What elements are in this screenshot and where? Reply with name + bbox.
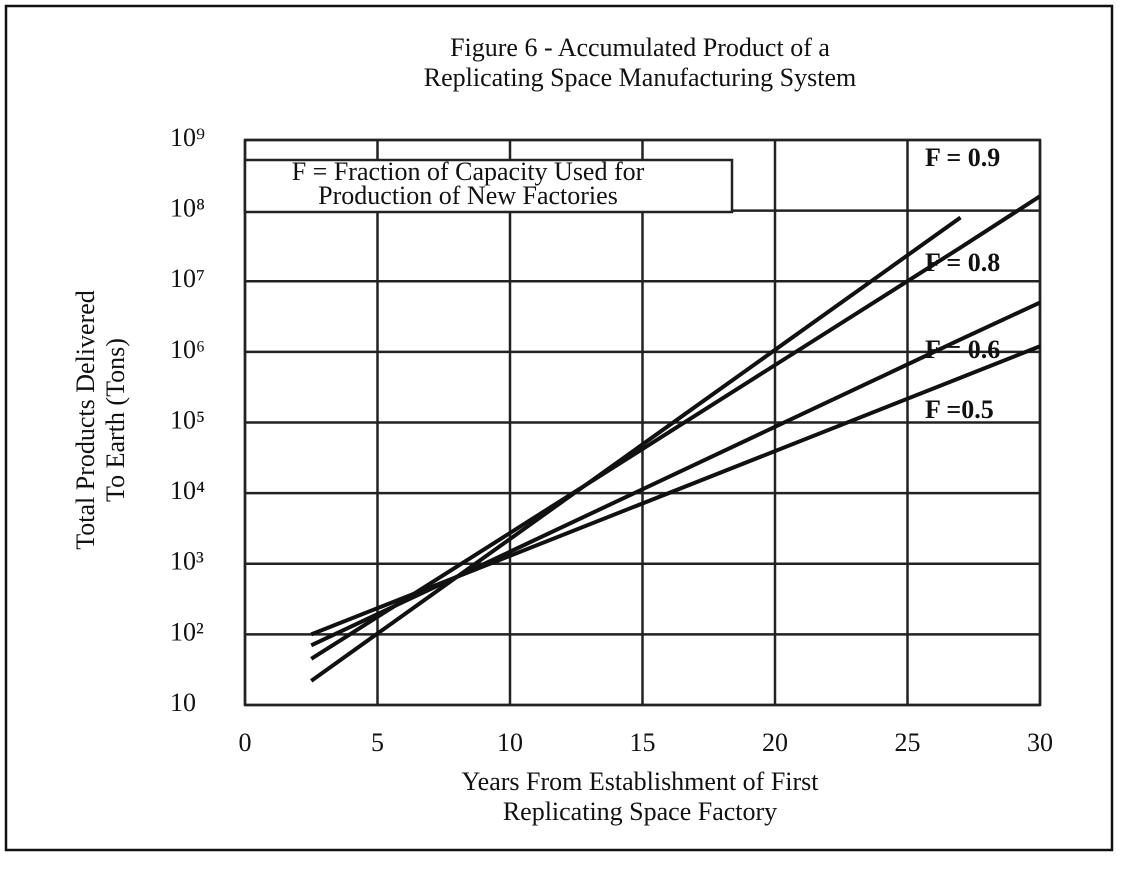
series-label: F =0.5 bbox=[925, 395, 994, 424]
frame bbox=[4, 4, 1114, 852]
series-label: F = 0.9 bbox=[925, 143, 1000, 172]
x-tick-label: 0 bbox=[239, 728, 252, 757]
series-line bbox=[310, 215, 962, 683]
legend-note: Production of New Factories bbox=[318, 181, 618, 210]
chart-title: Replicating Space Manufacturing System bbox=[424, 63, 857, 92]
y-tick-label: 10³ bbox=[170, 547, 204, 576]
x-tick-label: 10 bbox=[497, 728, 523, 757]
legend-box bbox=[243, 158, 734, 214]
y-tick-label: 10⁹ bbox=[170, 123, 205, 152]
x-tick-label: 20 bbox=[762, 728, 788, 757]
y-tick-label: 10⁸ bbox=[170, 194, 205, 223]
x-axis-label: Years From Establishment of First bbox=[461, 767, 819, 796]
y-axis-label: To Earth (Tons) bbox=[101, 338, 130, 502]
y-tick-label: 10⁶ bbox=[170, 335, 205, 364]
y-tick-label: 10⁴ bbox=[170, 476, 205, 505]
legend-note: F = Fraction of Capacity Used for bbox=[292, 157, 645, 186]
y-tick-label: 10 bbox=[170, 688, 196, 717]
x-tick-label: 15 bbox=[630, 728, 656, 757]
series-line bbox=[310, 300, 1041, 648]
y-tick-label: 10² bbox=[170, 617, 204, 646]
y-axis-label: Total Products Delivered bbox=[71, 290, 100, 550]
series-label: F = 0.8 bbox=[925, 248, 1000, 277]
y-tick-label: 10⁷ bbox=[170, 264, 205, 293]
series-line bbox=[310, 344, 1041, 637]
chart-title: Figure 6 - Accumulated Product of a bbox=[450, 33, 830, 62]
y-tick-label: 10⁵ bbox=[170, 405, 205, 434]
series-label: F = 0.6 bbox=[925, 335, 1000, 364]
x-tick-label: 5 bbox=[371, 728, 384, 757]
series-line bbox=[310, 194, 1042, 661]
x-tick-label: 30 bbox=[1027, 728, 1053, 757]
x-tick-label: 25 bbox=[895, 728, 921, 757]
x-axis-label: Replicating Space Factory bbox=[503, 797, 777, 826]
